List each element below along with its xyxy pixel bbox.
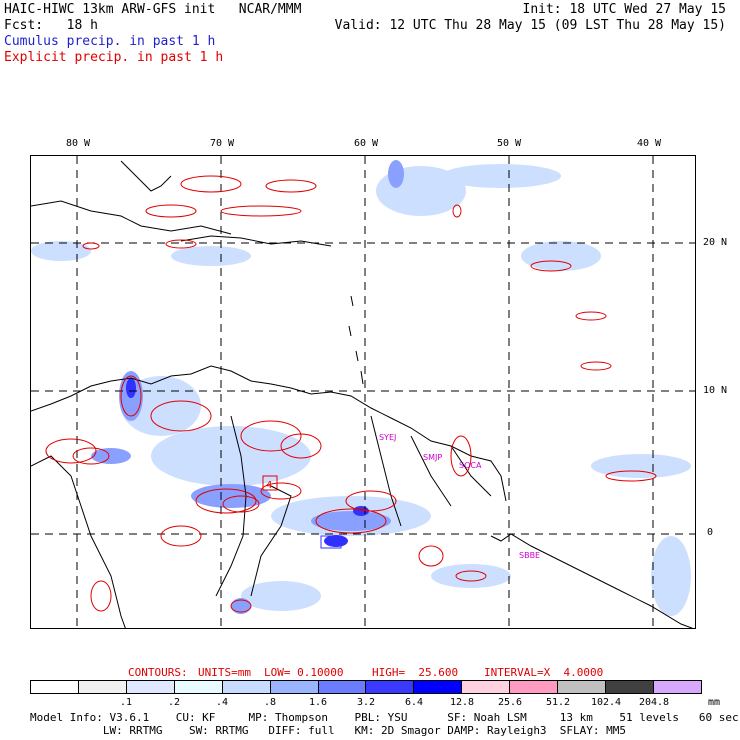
cumulus-shading-dark <box>126 378 369 547</box>
lat-label-equator: 0 <box>707 527 714 538</box>
colorbar-tick-label: 12.8 <box>449 697 475 708</box>
colorbar-tick-label: .2 <box>167 697 181 708</box>
contours-interval: INTERVAL=X 4.0000 <box>484 666 604 679</box>
colorbar-swatch <box>366 681 415 693</box>
model-info-line2: LW: RRTMG SW: RRTMG DIFF: full KM: 2D Sm… <box>30 724 627 737</box>
cumulus-precip-label: Cumulus precip. in past 1 h <box>4 34 216 49</box>
colorbar-swatch <box>222 681 271 693</box>
colorbar-tick-label: 51.2 <box>545 697 571 708</box>
precip-map: 4 SYEJ SMJP SOCA SBBE <box>30 155 696 629</box>
forecast-hour: Fcst: 18 h <box>4 18 98 33</box>
station-smjp: SMJP <box>423 453 442 462</box>
contours-label: CONTOURS: <box>128 666 188 679</box>
area-box-label: 4 <box>266 480 272 491</box>
colorbar-tick-label: .4 <box>215 697 229 708</box>
lon-label-70w: 70 W <box>210 138 235 149</box>
contours-low: LOW= 0.10000 <box>264 666 344 679</box>
init-time: Init: 18 UTC Wed 27 May 15 <box>522 2 727 17</box>
colorbar-swatch <box>558 681 607 693</box>
colorbar-swatch <box>174 681 223 693</box>
colorbar-swatch <box>653 681 701 693</box>
colorbar-tick-label: 25.6 <box>497 697 523 708</box>
colorbar-tick-label: 6.4 <box>404 697 424 708</box>
explicit-precip-label: Explicit precip. in past 1 h <box>4 50 224 65</box>
coastlines <box>31 160 694 628</box>
colorbar-tick-label: 3.2 <box>356 697 376 708</box>
colorbar-swatch <box>78 681 127 693</box>
station-soca: SOCA <box>459 461 482 470</box>
colorbar-tick-label: .1 <box>119 697 133 708</box>
lat-label-10n: 10 N <box>703 385 728 396</box>
colorbar-swatch <box>510 681 559 693</box>
colorbar-tick-label: .8 <box>263 697 277 708</box>
precip-colorbar <box>30 680 702 694</box>
colorbar-tick-label: 102.4 <box>590 697 622 708</box>
area-box-blue <box>320 535 342 549</box>
contours-units: UNITS=mm <box>198 666 251 679</box>
map-canvas: 4 SYEJ SMJP SOCA SBBE <box>31 156 695 628</box>
lat-lon-grid <box>31 156 695 628</box>
cumulus-shading-mid <box>91 160 404 614</box>
area-box <box>262 475 278 491</box>
lon-label-80w: 80 W <box>66 138 91 149</box>
colorbar-swatch <box>270 681 319 693</box>
model-title: HAIC-HIWC 13km ARW-GFS init NCAR/MMM <box>4 2 302 17</box>
colorbar-tick-label: 1.6 <box>308 697 328 708</box>
model-info-line1: Model Info: V3.6.1 CU: KF MP: Thompson P… <box>30 711 739 724</box>
lon-label-50w: 50 W <box>497 138 522 149</box>
colorbar-swatch <box>318 681 367 693</box>
valid-time: Valid: 12 UTC Thu 28 May 15 (09 LST Thu … <box>334 18 726 33</box>
contours-high: HIGH= 25.600 <box>372 666 459 679</box>
lon-label-40w: 40 W <box>637 138 662 149</box>
colorbar-swatch <box>606 681 654 693</box>
colorbar-swatch <box>126 681 175 693</box>
colorbar-unit: mm <box>708 697 721 708</box>
explicit-precip-contours <box>45 175 657 613</box>
colorbar-swatch <box>462 681 511 693</box>
station-syej: SYEJ <box>379 433 396 442</box>
station-sbbe: SBBE <box>519 551 540 560</box>
colorbar-swatch <box>414 681 463 693</box>
colorbar-tick-label: 204.8 <box>638 697 670 708</box>
lat-label-20n: 20 N <box>703 237 728 248</box>
lon-label-60w: 60 W <box>354 138 379 149</box>
colorbar-swatch <box>31 681 79 693</box>
